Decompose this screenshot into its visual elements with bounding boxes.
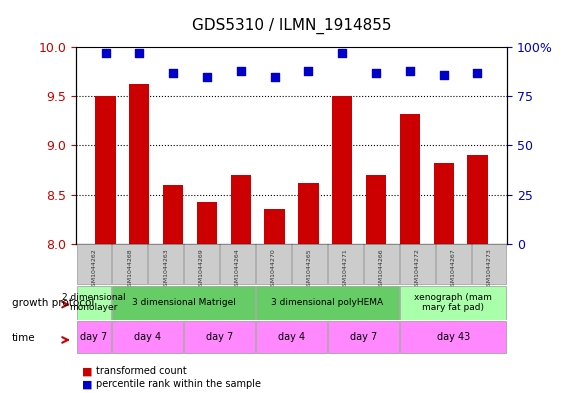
FancyBboxPatch shape <box>76 321 111 353</box>
FancyBboxPatch shape <box>400 286 507 320</box>
Text: GSM1044268: GSM1044268 <box>127 249 132 290</box>
Bar <box>129 84 149 244</box>
Text: GSM1044270: GSM1044270 <box>271 249 276 290</box>
Bar <box>332 96 352 244</box>
Text: GSM1044267: GSM1044267 <box>451 249 456 290</box>
FancyBboxPatch shape <box>184 321 255 353</box>
FancyBboxPatch shape <box>113 286 255 320</box>
FancyBboxPatch shape <box>220 244 255 284</box>
Text: 3 dimensional Matrigel: 3 dimensional Matrigel <box>132 298 236 307</box>
Point <box>439 72 448 78</box>
Text: day 4: day 4 <box>134 332 161 342</box>
Point <box>236 68 245 74</box>
Text: GSM1044263: GSM1044263 <box>163 249 168 290</box>
Text: GDS5310 / ILMN_1914855: GDS5310 / ILMN_1914855 <box>192 18 391 34</box>
FancyBboxPatch shape <box>328 321 399 353</box>
Text: ■: ■ <box>82 379 92 389</box>
Text: GSM1044271: GSM1044271 <box>343 249 348 290</box>
FancyBboxPatch shape <box>472 244 507 284</box>
FancyBboxPatch shape <box>257 321 326 353</box>
Bar <box>231 175 251 244</box>
Bar <box>366 175 386 244</box>
Point <box>405 68 415 74</box>
Text: GSM1044262: GSM1044262 <box>92 249 96 290</box>
Point <box>101 50 110 56</box>
FancyBboxPatch shape <box>113 321 183 353</box>
Point <box>473 70 482 76</box>
Point <box>202 73 212 80</box>
Bar <box>96 96 115 244</box>
Text: xenograph (mam
mary fat pad): xenograph (mam mary fat pad) <box>415 293 492 312</box>
FancyBboxPatch shape <box>364 244 399 284</box>
FancyBboxPatch shape <box>400 244 434 284</box>
Text: GSM1044265: GSM1044265 <box>307 249 312 290</box>
Bar <box>265 209 285 244</box>
FancyBboxPatch shape <box>76 286 111 320</box>
FancyBboxPatch shape <box>400 321 507 353</box>
Text: ■: ■ <box>82 366 92 376</box>
Text: day 7: day 7 <box>206 332 233 342</box>
Bar <box>434 163 454 244</box>
FancyBboxPatch shape <box>292 244 326 284</box>
Point <box>338 50 347 56</box>
Bar <box>197 202 217 244</box>
Text: GSM1044272: GSM1044272 <box>415 249 420 290</box>
FancyBboxPatch shape <box>436 244 470 284</box>
Text: day 7: day 7 <box>80 332 107 342</box>
FancyBboxPatch shape <box>113 244 147 284</box>
Text: GSM1044264: GSM1044264 <box>235 249 240 290</box>
Text: GSM1044273: GSM1044273 <box>487 249 491 290</box>
Text: day 7: day 7 <box>350 332 377 342</box>
Text: time: time <box>12 333 36 343</box>
FancyBboxPatch shape <box>149 244 183 284</box>
Text: day 4: day 4 <box>278 332 305 342</box>
Text: GSM1044269: GSM1044269 <box>199 249 204 290</box>
Bar <box>468 155 487 244</box>
Text: growth protocol: growth protocol <box>12 298 94 308</box>
Text: transformed count: transformed count <box>96 366 187 376</box>
Bar <box>163 185 183 244</box>
Point <box>304 68 313 74</box>
Point <box>135 50 144 56</box>
Text: percentile rank within the sample: percentile rank within the sample <box>96 379 261 389</box>
FancyBboxPatch shape <box>257 244 291 284</box>
FancyBboxPatch shape <box>257 286 399 320</box>
Text: 2 dimensional
monolayer: 2 dimensional monolayer <box>62 293 125 312</box>
Text: day 43: day 43 <box>437 332 470 342</box>
Point <box>270 73 279 80</box>
FancyBboxPatch shape <box>184 244 219 284</box>
FancyBboxPatch shape <box>76 244 111 284</box>
Point <box>168 70 178 76</box>
Point <box>371 70 381 76</box>
Bar <box>400 114 420 244</box>
Bar <box>298 183 318 244</box>
FancyBboxPatch shape <box>328 244 363 284</box>
Text: GSM1044266: GSM1044266 <box>379 249 384 290</box>
Text: 3 dimensional polyHEMA: 3 dimensional polyHEMA <box>272 298 384 307</box>
